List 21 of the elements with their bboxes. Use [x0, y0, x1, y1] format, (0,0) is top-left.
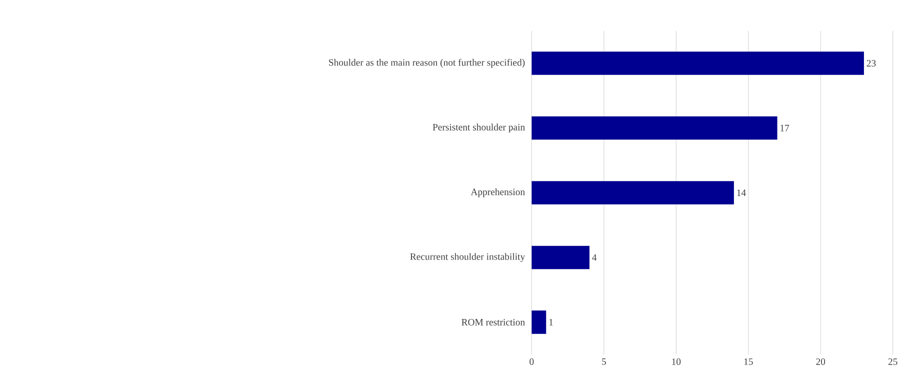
x-tick-label: 25: [888, 358, 898, 365]
y-tick-label: Recurrent shoulder instability: [410, 252, 526, 262]
bar: [532, 116, 778, 140]
x-tick-label: 10: [672, 358, 681, 365]
bar: [532, 52, 864, 75]
x-tick-label: 5: [602, 358, 606, 365]
data-label: 23: [866, 60, 876, 66]
y-tick-label: ROM restriction: [462, 318, 525, 326]
y-tick-label: Apprehension: [470, 188, 525, 198]
data-label: 14: [737, 189, 746, 196]
y-tick-label: Shoulder as the main reason (not further specified): [329, 58, 525, 68]
x-tick-label: 20: [816, 358, 826, 365]
data-label: 1: [549, 318, 553, 326]
bar: [532, 246, 590, 270]
x-tick-label: 15: [744, 358, 753, 365]
bar: [532, 310, 546, 334]
bar: [532, 180, 734, 204]
x-tick-label: 0: [530, 358, 534, 365]
data-label: 4: [592, 254, 597, 261]
y-tick-label: Persistent shoulder pain: [432, 123, 525, 132]
data-label: 17: [780, 124, 790, 132]
